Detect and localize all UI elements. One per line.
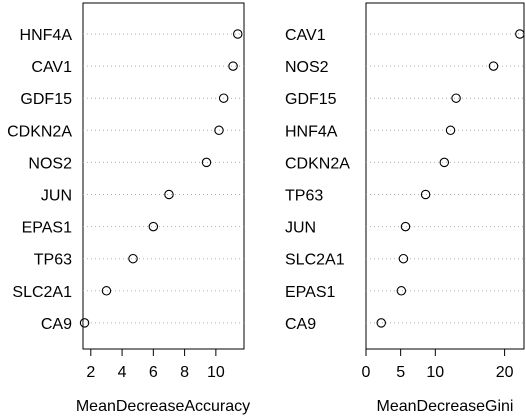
gini-x-tick-label: 20 bbox=[496, 364, 514, 381]
gini-point bbox=[420, 189, 431, 200]
accuracy-category-label: SLC2A1 bbox=[12, 284, 72, 301]
gini-category-label: EPAS1 bbox=[285, 284, 336, 301]
accuracy-point bbox=[232, 29, 243, 39]
gini-panel: CAV1 NOS2 GDF15 HNF4A CDKN2A TP63 JUN SLC2A1 EPA… bbox=[285, 2, 525, 415]
accuracy-point bbox=[201, 157, 212, 168]
accuracy-category-label: JUN bbox=[41, 188, 72, 205]
gini-category-label: SLC2A1 bbox=[285, 252, 345, 269]
accuracy-x-tick-label: 10 bbox=[207, 364, 225, 381]
gini-category-label: TP63 bbox=[285, 188, 323, 205]
accuracy-category-label: NOS2 bbox=[28, 155, 72, 172]
accuracy-category-label: EPAS1 bbox=[22, 220, 73, 237]
gini-point bbox=[376, 318, 386, 328]
accuracy-point bbox=[79, 318, 90, 328]
accuracy-x-tick-label: 2 bbox=[86, 364, 95, 381]
gini-x-tick-label: 5 bbox=[396, 364, 405, 381]
accuracy-point bbox=[148, 221, 159, 232]
gini-category-label: CDKN2A bbox=[285, 155, 350, 172]
gini-category-label: HNF4A bbox=[285, 123, 338, 140]
accuracy-x-tick-label: 8 bbox=[180, 364, 189, 381]
gini-x-tick-label: 10 bbox=[426, 364, 444, 381]
gini-point bbox=[400, 221, 411, 232]
accuracy-point bbox=[228, 61, 238, 71]
accuracy-x-axis-label: MeanDecreaseAccuracy bbox=[76, 398, 250, 415]
accuracy-category-label: CDKN2A bbox=[7, 123, 72, 140]
gini-point bbox=[488, 61, 499, 71]
gini-category-label: GDF15 bbox=[285, 91, 337, 108]
gini-point bbox=[445, 125, 456, 136]
accuracy-category-label: GDF15 bbox=[20, 91, 72, 108]
accuracy-point bbox=[128, 253, 138, 264]
gini-category-label: CA9 bbox=[285, 316, 316, 333]
accuracy-category-label: HNF4A bbox=[20, 27, 73, 44]
accuracy-x-tick-label: 6 bbox=[149, 364, 158, 381]
gini-x-tick-label: 0 bbox=[362, 364, 371, 381]
accuracy-point bbox=[214, 125, 224, 136]
gini-point bbox=[451, 93, 461, 103]
accuracy-panel: HNF4A CAV1 GDF15 CDKN2A NOS2 JUN EPAS1 TP63 SLC2… bbox=[7, 2, 250, 415]
gini-point bbox=[439, 157, 450, 168]
accuracy-x-tick-label: 4 bbox=[118, 364, 127, 381]
accuracy-plot-frame bbox=[82, 2, 245, 350]
gini-category-label: JUN bbox=[285, 220, 316, 237]
gini-point bbox=[398, 253, 409, 264]
gini-category-label: NOS2 bbox=[285, 59, 329, 76]
gini-point bbox=[515, 29, 525, 39]
gini-point bbox=[396, 286, 407, 296]
accuracy-category-label: CAV1 bbox=[31, 59, 72, 76]
gini-plot-frame bbox=[365, 2, 525, 350]
accuracy-category-label: TP63 bbox=[34, 252, 72, 269]
accuracy-category-label: CA9 bbox=[41, 316, 72, 333]
accuracy-point bbox=[101, 286, 112, 296]
gini-category-label: CAV1 bbox=[285, 27, 326, 44]
accuracy-point bbox=[218, 93, 229, 103]
accuracy-point bbox=[164, 189, 174, 200]
gini-x-axis-label: MeanDecreaseGini bbox=[377, 398, 514, 415]
